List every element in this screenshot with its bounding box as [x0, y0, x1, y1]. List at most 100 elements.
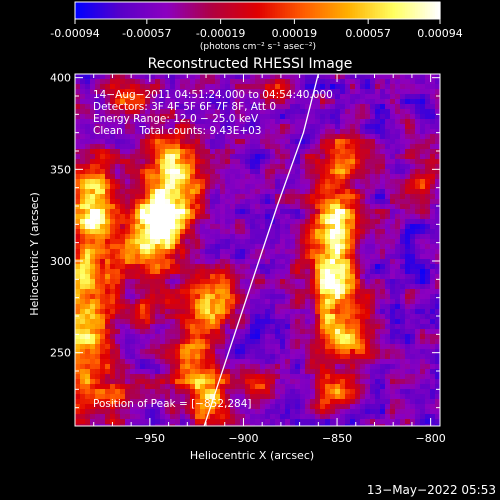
- heatmap-cell: [290, 264, 296, 270]
- heatmap-cell: [350, 344, 356, 350]
- heatmap-cell: [330, 74, 336, 80]
- heatmap-cell: [115, 144, 121, 150]
- heatmap-cell: [325, 109, 331, 115]
- heatmap-cell: [365, 319, 371, 325]
- heatmap-cell: [160, 139, 166, 145]
- heatmap-cell: [325, 369, 331, 375]
- heatmap-cell: [150, 374, 156, 380]
- heatmap-cell: [310, 159, 316, 165]
- heatmap-cell: [195, 94, 201, 100]
- colorbar-cell: [282, 2, 286, 19]
- heatmap-cell: [105, 394, 111, 400]
- heatmap-cell: [155, 379, 161, 385]
- heatmap-cell: [355, 89, 361, 95]
- heatmap-cell: [310, 274, 316, 280]
- heatmap-cell: [190, 374, 196, 380]
- heatmap-cell: [315, 399, 321, 405]
- heatmap-cell: [275, 384, 281, 390]
- heatmap-cell: [230, 289, 236, 295]
- heatmap-cell: [85, 249, 91, 255]
- heatmap-cell: [330, 374, 336, 380]
- heatmap-cell: [215, 114, 221, 120]
- heatmap-cell: [90, 354, 96, 360]
- heatmap-cell: [295, 379, 301, 385]
- heatmap-cell: [85, 244, 91, 250]
- heatmap-cell: [110, 239, 116, 245]
- heatmap-cell: [135, 119, 141, 125]
- heatmap-cell: [300, 264, 306, 270]
- heatmap-cell: [225, 129, 231, 135]
- heatmap-cell: [180, 389, 186, 395]
- heatmap-cell: [150, 284, 156, 290]
- heatmap-cell: [355, 184, 361, 190]
- heatmap-cell: [235, 114, 241, 120]
- heatmap-cell: [205, 209, 211, 215]
- heatmap-cell: [315, 329, 321, 335]
- heatmap-cell: [385, 364, 391, 370]
- heatmap-cell: [130, 299, 136, 305]
- heatmap-cell: [240, 124, 246, 130]
- heatmap-cell: [165, 99, 171, 105]
- heatmap-cell: [375, 184, 381, 190]
- heatmap-cell: [400, 99, 406, 105]
- heatmap-cell: [265, 359, 271, 365]
- heatmap-cell: [230, 379, 236, 385]
- heatmap-cell: [325, 89, 331, 95]
- heatmap-cell: [370, 354, 376, 360]
- heatmap-cell: [110, 344, 116, 350]
- heatmap-cell: [235, 79, 241, 85]
- heatmap-cell: [120, 379, 126, 385]
- heatmap-cell: [425, 304, 431, 310]
- heatmap-cell: [125, 129, 131, 135]
- heatmap-cell: [360, 84, 366, 90]
- heatmap-cell: [160, 104, 166, 110]
- heatmap-cell: [170, 124, 176, 130]
- heatmap-cell: [80, 219, 86, 225]
- heatmap-cell: [120, 79, 126, 85]
- heatmap-cell: [400, 349, 406, 355]
- heatmap-cell: [140, 279, 146, 285]
- heatmap-cell: [225, 259, 231, 265]
- heatmap-cell: [405, 274, 411, 280]
- heatmap-cell: [75, 139, 81, 145]
- heatmap-cell: [305, 364, 311, 370]
- heatmap-cell: [145, 184, 151, 190]
- colorbar-cell: [302, 2, 306, 19]
- heatmap-cell: [425, 184, 431, 190]
- heatmap-cell: [175, 144, 181, 150]
- heatmap-cell: [115, 364, 121, 370]
- heatmap-cell: [350, 379, 356, 385]
- heatmap-cell: [145, 374, 151, 380]
- heatmap-cell: [265, 369, 271, 375]
- heatmap-cell: [435, 334, 440, 340]
- heatmap-cell: [320, 129, 326, 135]
- heatmap-cell: [90, 79, 96, 85]
- heatmap-cell: [155, 369, 161, 375]
- heatmap-cell: [350, 124, 356, 130]
- heatmap-cell: [245, 319, 251, 325]
- heatmap-cell: [105, 219, 111, 225]
- heatmap-cell: [120, 404, 126, 410]
- heatmap-cell: [255, 74, 261, 80]
- heatmap-cell: [155, 339, 161, 345]
- heatmap-cell: [315, 259, 321, 265]
- heatmap-cell: [175, 194, 181, 200]
- colorbar-cell: [190, 2, 194, 19]
- heatmap-cell: [85, 344, 91, 350]
- heatmap-cell: [380, 209, 386, 215]
- heatmap-cell: [95, 359, 101, 365]
- heatmap-cell: [260, 204, 266, 210]
- heatmap-cell: [340, 319, 346, 325]
- heatmap-cell: [405, 334, 411, 340]
- heatmap-cell: [120, 164, 126, 170]
- heatmap-cell: [85, 134, 91, 140]
- heatmap-cell: [160, 314, 166, 320]
- colorbar-cell: [107, 2, 111, 19]
- heatmap-cell: [125, 389, 131, 395]
- heatmap-cell: [285, 229, 291, 235]
- heatmap-cell: [230, 194, 236, 200]
- heatmap-cell: [270, 79, 276, 85]
- heatmap-cell: [415, 199, 421, 205]
- heatmap-cell: [100, 399, 106, 405]
- heatmap-cell: [85, 224, 91, 230]
